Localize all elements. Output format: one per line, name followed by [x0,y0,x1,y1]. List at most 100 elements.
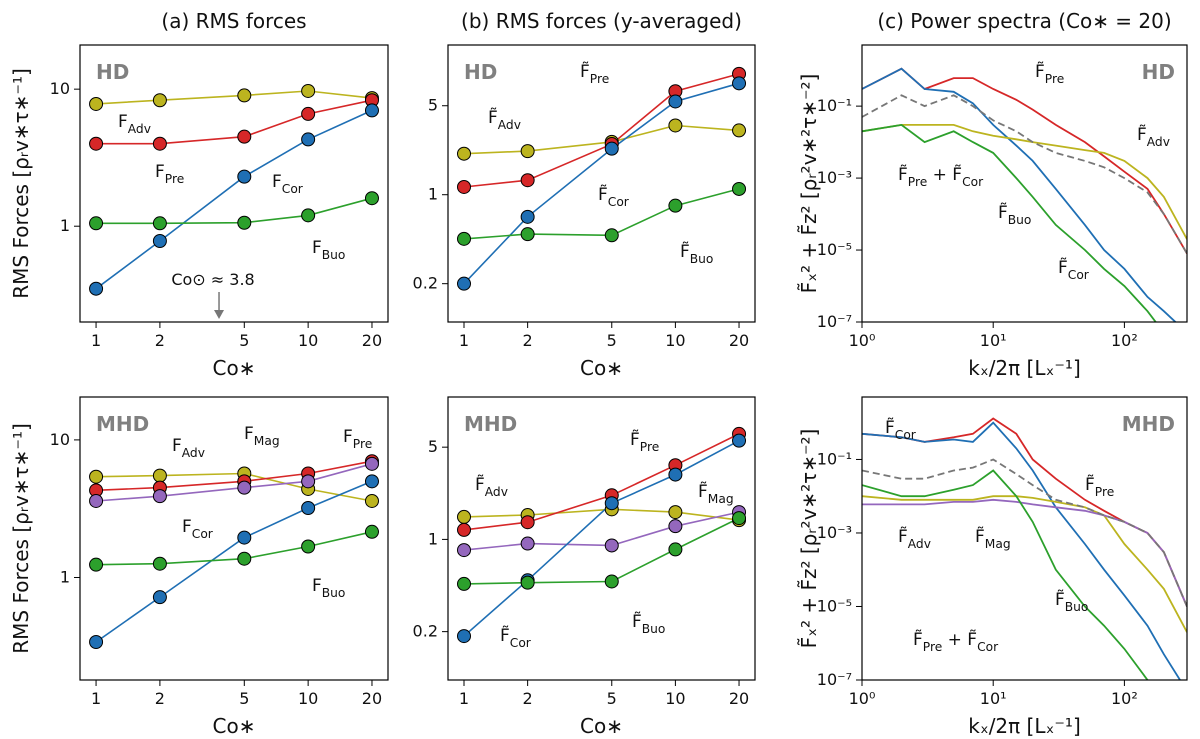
data-point [301,500,316,515]
x-tick-label: 2 [523,331,533,350]
plot-area [862,67,1187,322]
series-label: F̃Pre + F̃Cor [898,164,984,189]
y-tick-label: 5 [428,437,438,456]
annotation: Co⊙ ≈ 3.8 [171,270,254,289]
y-axis-label: F̃ₓ² + F̃z² [ρᵣ²v∗²τ∗⁻²] [797,74,821,294]
data-point [237,530,252,545]
data-point [520,144,535,159]
data-point [237,215,252,230]
data-point [457,576,472,591]
y-tick-label: 1 [60,567,70,586]
series-label: F̃Mag [698,481,734,506]
data-point [301,208,316,223]
y-tick-label: 10⁻⁷ [817,312,852,331]
data-point [520,575,535,590]
axes-frame [861,44,1188,323]
data-point [237,551,252,566]
y-tick-label: 10⁻¹ [817,96,852,115]
x-tick-label: 1 [91,689,101,708]
y-tick-label: 10⁻³ [817,168,852,187]
data-point [364,191,379,206]
series-label: FMag [244,424,280,448]
data-point [152,489,167,504]
data-point [604,538,619,553]
data-point [668,94,683,109]
data-point [89,634,104,649]
series-label: F̃Cor [500,625,532,650]
series-line [862,458,1187,607]
data-point [364,456,379,471]
x-tick-label: 5 [239,331,249,350]
y-tick-label: 10 [50,79,70,98]
y-axis-label: F̃ₓ² + F̃z² [ρᵣ²v∗²τ∗⁻²] [797,429,821,649]
series-label: F̃Cor [598,184,630,209]
data-point [457,276,472,291]
panel-title: (b) RMS forces (y-averaged) [461,9,742,33]
panel-label: MHD [1122,412,1175,436]
data-point [364,524,379,539]
data-point [520,515,535,530]
x-tick-label: 10² [1111,689,1138,708]
x-axis-label: kₓ/2π [Lₓ⁻¹] [968,714,1081,738]
x-axis-label: Co∗ [213,356,256,380]
x-tick-label: 1 [91,331,101,350]
series-line [862,94,1187,254]
series-label: FCor [272,172,304,196]
series-line [862,67,1187,254]
data-point [301,474,316,489]
axes-frame [447,44,756,323]
y-tick-label: 0.2 [413,621,438,640]
series-line [463,508,740,521]
data-point [457,509,472,524]
x-tick-label: 10 [298,331,318,350]
plot-area [463,433,740,637]
series-line [96,90,373,105]
series-label: F̃Adv [475,474,508,499]
data-point [668,198,683,213]
plot-area [95,460,373,643]
x-tick-label: 2 [523,689,533,708]
data-point [301,539,316,554]
data-point [89,469,104,484]
data-point [732,123,747,138]
series-line [862,417,1187,607]
series-label: F̃Cor [1058,257,1090,282]
series-label: FPre [155,162,184,186]
series-label: F̃Buo [632,611,665,636]
x-axis-label: Co∗ [580,356,623,380]
data-point [89,96,104,111]
x-tick-label: 20 [362,331,382,350]
series-line [96,197,373,225]
x-tick-label: 10⁰ [849,689,876,708]
axes-frame [861,396,1188,681]
series-line [463,517,740,585]
series-label: FAdv [172,436,205,460]
data-point [89,281,104,296]
data-point [237,88,252,103]
data-point [520,536,535,551]
series-line [95,480,373,643]
x-tick-label: 10⁰ [849,331,876,350]
panel-label: HD [96,60,129,84]
data-point [604,141,619,156]
data-point [152,590,167,605]
data-point [457,629,472,644]
axes-frame [447,396,756,681]
y-tick-label: 1 [428,184,438,203]
data-point [89,493,104,508]
data-point [668,505,683,520]
y-tick-label: 0.2 [413,273,438,292]
data-point [604,228,619,243]
data-point [89,216,104,231]
series-line [862,67,1177,322]
panel-label: HD [1142,60,1175,84]
y-tick-label: 5 [428,95,438,114]
series-label: FAdv [118,112,151,136]
series-line [96,531,373,566]
data-point [668,118,683,133]
series-label: F̃Pre [1035,61,1064,86]
data-point [152,468,167,483]
panel-label: MHD [464,412,517,436]
x-tick-label: 10 [665,689,685,708]
